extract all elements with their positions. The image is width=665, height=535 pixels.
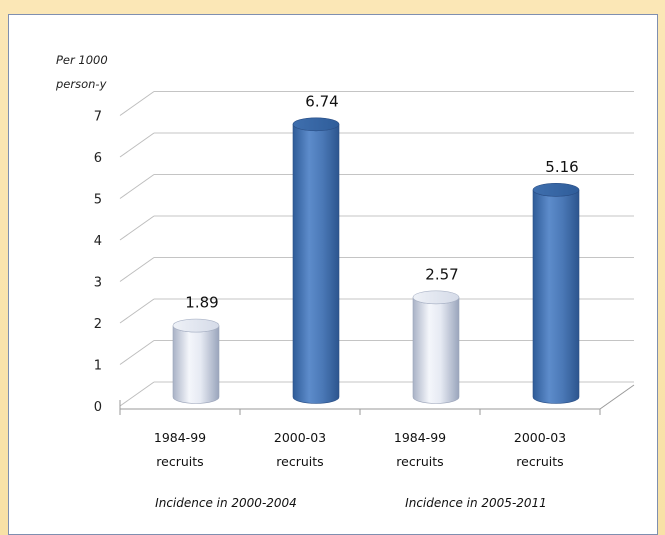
bar-top [292,117,340,132]
group-label-2: Incidence in 2005-2011 [405,496,547,510]
y-axis-ticks: 0 1 2 3 4 5 6 7 [94,110,102,416]
gridline-diag [119,174,155,199]
category-labels: 1984-99 recruits 2000-03 recruits 1984-99 rec… [154,430,566,469]
value-labels: 1.89 6.74 2.57 5.16 [185,92,578,311]
data-label: 6.74 [305,92,338,110]
gridline-diag [119,91,155,116]
bars [172,117,580,404]
bar [172,325,220,404]
bar-top [172,318,220,333]
y-tick-label: 6 [94,151,102,166]
y-tick-label: 5 [94,193,102,208]
group-label-1: Incidence in 2000-2004 [155,496,297,510]
y-axis-unit-line-2: person-y [55,77,107,91]
gridline-diag [119,215,155,241]
category-label: recruits [516,454,563,469]
y-tick-label: 0 [94,400,102,415]
category-label: recruits [156,454,203,469]
bar-top [532,183,580,197]
gridline-diag [119,340,155,365]
data-label: 5.16 [545,158,578,176]
y-tick-label: 3 [94,276,102,291]
y-tick-label: 2 [94,317,102,332]
gridline-diag [119,298,155,324]
gridline-diag [119,381,155,407]
data-label: 2.57 [425,265,458,283]
category-label: 1984-99 [154,430,206,445]
category-label: recruits [276,454,323,469]
y-tick-label: 1 [94,359,102,374]
category-label: recruits [396,454,443,469]
floor-edge-right [599,384,635,410]
bar [532,189,580,404]
y-tick-label: 4 [94,234,102,249]
y-axis-unit-line-1: Per 1000 [56,53,108,67]
category-label: 2000-03 [514,430,566,445]
y-tick-label: 7 [94,110,102,125]
bar [412,297,460,404]
gridline-diag [119,132,155,158]
category-label: 1984-99 [394,430,446,445]
data-label: 1.89 [185,294,218,312]
category-label: 2000-03 [274,430,326,445]
bar-top [412,290,460,305]
gridline-diag [119,257,155,282]
bar [292,124,340,404]
